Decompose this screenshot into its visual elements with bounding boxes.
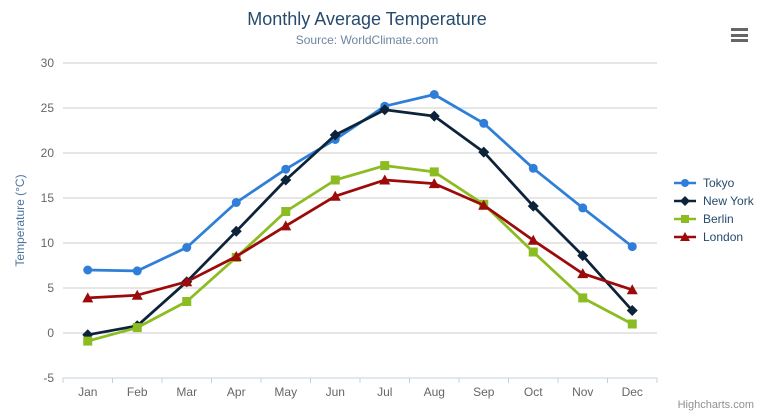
svg-text:May: May [274, 385, 297, 399]
export-menu-button[interactable] [731, 28, 748, 45]
svg-text:Apr: Apr [227, 385, 246, 399]
svg-text:Sep: Sep [473, 385, 495, 399]
series-tokyo[interactable] [83, 90, 637, 276]
legend-label: Tokyo [703, 176, 735, 190]
legend-label: New York [703, 194, 754, 208]
svg-text:25: 25 [41, 101, 55, 115]
svg-text:Nov: Nov [572, 385, 593, 399]
svg-text:Jun: Jun [326, 385, 345, 399]
grid: -5 0 5 10 15 20 25 30 [41, 56, 657, 385]
legend-item-berlin[interactable]: Berlin [674, 210, 754, 228]
svg-text:0: 0 [47, 326, 54, 340]
svg-text:10: 10 [41, 236, 55, 250]
svg-text:Feb: Feb [127, 385, 148, 399]
svg-text:15: 15 [41, 191, 55, 205]
triangle-marker-icon [674, 232, 696, 241]
series-new-york[interactable] [82, 104, 638, 341]
diamond-marker-icon [674, 196, 696, 206]
svg-text:Aug: Aug [424, 385, 445, 399]
y-axis-title: Temperature (°C) [13, 174, 27, 267]
circle-marker-icon [674, 179, 696, 187]
svg-text:Jan: Jan [78, 385, 97, 399]
svg-text:Mar: Mar [176, 385, 197, 399]
legend-label: Berlin [703, 212, 734, 226]
square-marker-icon [674, 215, 696, 223]
svg-text:20: 20 [41, 146, 55, 160]
legend-item-london[interactable]: London [674, 228, 754, 246]
svg-text:Oct: Oct [524, 385, 543, 399]
credits-link[interactable]: Highcharts.com [677, 399, 754, 411]
x-axis: Jan Feb Mar Apr May Jun Jul Aug Sep Oct Nov Dec [62, 377, 658, 399]
chart-subtitle: Source: WorldClimate.com [295, 33, 439, 47]
svg-text:30: 30 [41, 56, 55, 70]
svg-text:Jul: Jul [377, 385, 392, 399]
hamburger-icon [731, 28, 748, 42]
svg-text:-5: -5 [43, 371, 54, 385]
series-london[interactable] [82, 174, 638, 303]
svg-text:Dec: Dec [622, 385, 643, 399]
legend-item-new-york[interactable]: New York [674, 192, 754, 210]
svg-text:5: 5 [47, 281, 54, 295]
legend-label: London [703, 230, 744, 244]
chart-title: Monthly Average Temperature [247, 9, 487, 29]
legend-item-tokyo[interactable]: Tokyo [674, 174, 754, 192]
legend: Tokyo New York Berlin London [674, 174, 754, 246]
